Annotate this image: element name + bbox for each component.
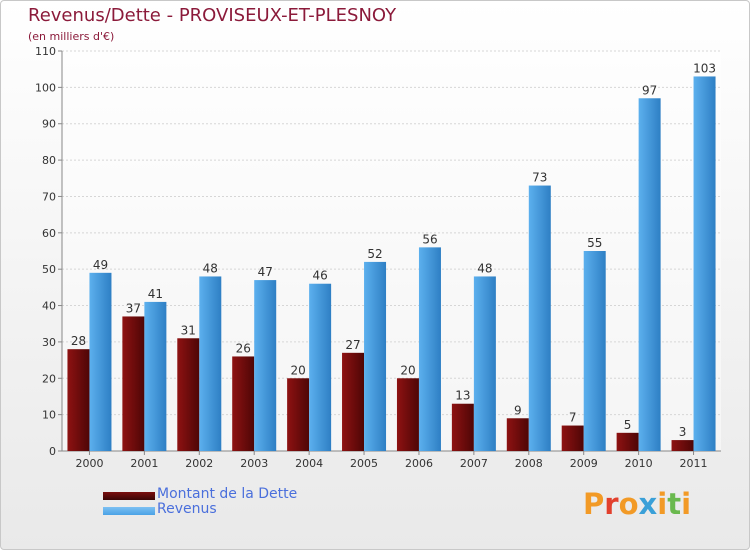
y-tick-label: 110 bbox=[35, 45, 56, 58]
bar-revenue bbox=[89, 272, 112, 451]
logo-letter: t bbox=[667, 487, 682, 521]
bar-revenue bbox=[473, 276, 496, 451]
legend-swatch-revenue bbox=[103, 507, 155, 515]
value-label-debt: 26 bbox=[236, 341, 251, 355]
value-label-revenue: 103 bbox=[693, 61, 716, 75]
bar-revenue bbox=[638, 98, 661, 451]
legend-swatch-debt bbox=[103, 492, 155, 500]
logo-letter: o bbox=[618, 487, 639, 521]
y-tick-label: 70 bbox=[42, 190, 56, 203]
y-tick-label: 60 bbox=[42, 227, 56, 240]
x-tick-label: 2010 bbox=[625, 457, 653, 470]
bar-revenue bbox=[693, 76, 716, 452]
bar-revenue bbox=[528, 185, 551, 451]
value-label-revenue: 73 bbox=[532, 171, 547, 185]
bar-debt bbox=[506, 418, 529, 451]
chart-subtitle: (en milliers d'€) bbox=[28, 30, 115, 43]
logo-letter: i bbox=[681, 487, 692, 521]
logo-letter: P bbox=[583, 487, 605, 521]
legend-label-debt: Montant de la Dette bbox=[157, 486, 298, 502]
bar-debt bbox=[122, 316, 145, 451]
y-tick-label: 20 bbox=[42, 372, 56, 385]
logo-letter: i bbox=[657, 487, 668, 521]
bar-debt bbox=[287, 378, 310, 451]
value-label-debt: 37 bbox=[126, 301, 141, 315]
value-label-debt: 7 bbox=[569, 411, 577, 425]
value-label-debt: 9 bbox=[514, 403, 522, 417]
x-tick-label: 2002 bbox=[185, 457, 213, 470]
bar-revenue bbox=[254, 280, 277, 451]
value-label-debt: 20 bbox=[400, 363, 415, 377]
y-tick-label: 0 bbox=[49, 445, 56, 458]
value-label-debt: 31 bbox=[181, 323, 196, 337]
y-tick-label: 30 bbox=[42, 336, 56, 349]
value-label-revenue: 48 bbox=[477, 261, 492, 275]
bar-revenue bbox=[364, 261, 387, 451]
x-tick-label: 2000 bbox=[75, 457, 103, 470]
y-tick-label: 90 bbox=[42, 118, 56, 131]
x-tick-label: 2007 bbox=[460, 457, 488, 470]
bar-revenue bbox=[144, 301, 167, 451]
bar-revenue bbox=[309, 283, 332, 451]
x-tick-label: 2005 bbox=[350, 457, 378, 470]
y-tick-label: 10 bbox=[42, 409, 56, 422]
value-label-revenue: 97 bbox=[642, 83, 657, 97]
bar-debt bbox=[561, 425, 584, 451]
value-label-debt: 5 bbox=[624, 418, 632, 432]
value-label-revenue: 52 bbox=[367, 247, 382, 261]
value-label-revenue: 56 bbox=[422, 232, 437, 246]
logo-letter: x bbox=[638, 487, 658, 521]
value-label-revenue: 55 bbox=[587, 236, 602, 250]
plot-area bbox=[62, 51, 721, 451]
x-tick-label: 2004 bbox=[295, 457, 323, 470]
value-label-revenue: 48 bbox=[203, 261, 218, 275]
legend-label-revenue: Revenus bbox=[157, 501, 217, 517]
value-label-revenue: 49 bbox=[93, 258, 108, 272]
value-label-revenue: 46 bbox=[312, 269, 327, 283]
y-tick-label: 80 bbox=[42, 154, 56, 167]
bar-debt bbox=[232, 356, 255, 451]
x-tick-label: 2006 bbox=[405, 457, 433, 470]
value-label-debt: 20 bbox=[290, 363, 305, 377]
x-tick-label: 2011 bbox=[680, 457, 708, 470]
x-tick-label: 2008 bbox=[515, 457, 543, 470]
bar-debt bbox=[396, 378, 419, 451]
value-label-debt: 27 bbox=[345, 338, 360, 352]
value-label-debt: 3 bbox=[679, 425, 687, 439]
bar-debt bbox=[451, 403, 474, 451]
chart-title: Revenus/Dette - PROVISEUX-ET-PLESNOY bbox=[28, 5, 397, 26]
bar-debt bbox=[616, 432, 639, 451]
logo-letter: r bbox=[604, 487, 619, 521]
bar-debt bbox=[67, 349, 90, 451]
value-label-revenue: 41 bbox=[148, 287, 163, 301]
y-tick-label: 50 bbox=[42, 263, 56, 276]
proxiti-logo: Proxiti bbox=[583, 487, 691, 521]
y-tick-label: 100 bbox=[35, 81, 56, 94]
bar-debt bbox=[671, 440, 694, 451]
value-label-debt: 28 bbox=[71, 334, 86, 348]
bar-debt bbox=[342, 352, 365, 451]
y-tick-label: 40 bbox=[42, 300, 56, 313]
x-tick-label: 2003 bbox=[240, 457, 268, 470]
bar-debt bbox=[177, 338, 200, 451]
value-label-debt: 13 bbox=[455, 389, 470, 403]
x-tick-label: 2001 bbox=[130, 457, 158, 470]
bar-revenue bbox=[583, 251, 606, 451]
value-label-revenue: 47 bbox=[258, 265, 273, 279]
bar-revenue bbox=[199, 276, 222, 451]
x-tick-label: 2009 bbox=[570, 457, 598, 470]
bar-revenue bbox=[418, 247, 441, 451]
